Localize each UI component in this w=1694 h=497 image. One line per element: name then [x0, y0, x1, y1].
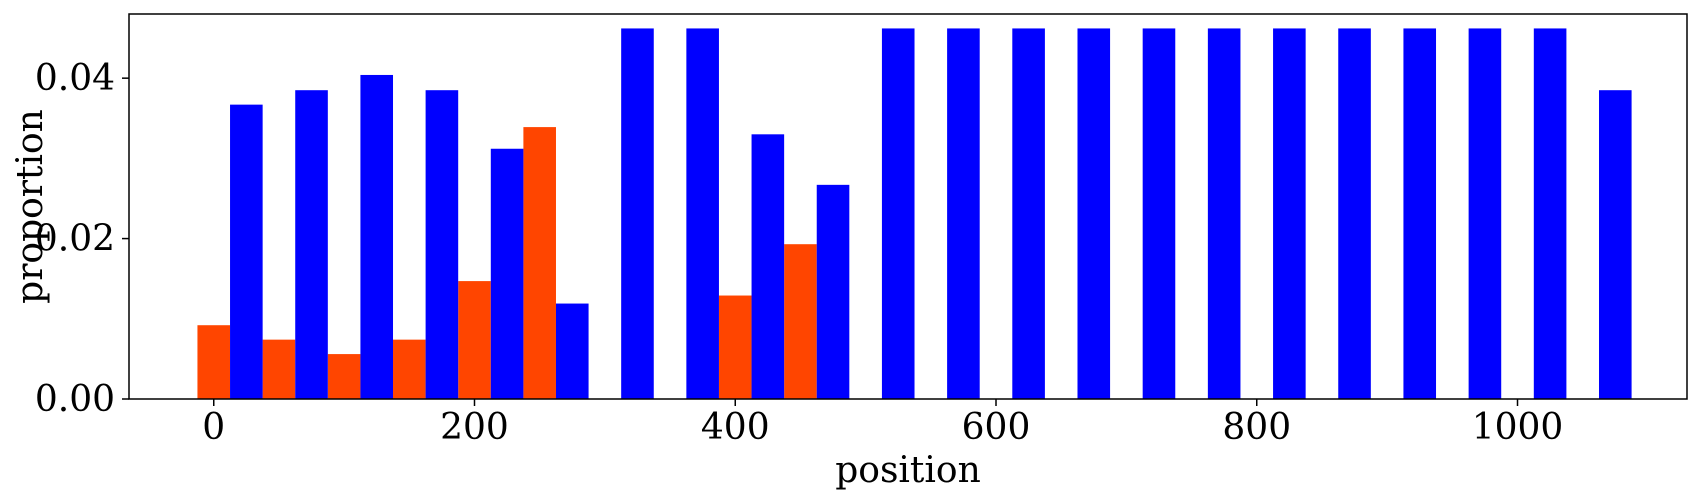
- bar-series1-7: [784, 244, 817, 399]
- x-axis-label: position: [835, 450, 981, 491]
- x-tick-label: 200: [440, 407, 509, 448]
- x-tick-label: 600: [962, 407, 1031, 448]
- plot-frame: [128, 13, 1688, 400]
- bar-series1-6: [718, 295, 752, 399]
- bars-layer: [197, 28, 1632, 400]
- bar-series2-2: [360, 74, 394, 399]
- bar-series2-14: [1142, 28, 1176, 399]
- bar-series2-13: [1077, 28, 1111, 399]
- x-tick-label: 1000: [1472, 407, 1564, 448]
- bar-series1-5: [523, 127, 556, 399]
- bar-series2-20: [1533, 28, 1567, 399]
- bar-series2-5: [555, 303, 589, 399]
- bar-series2-4: [490, 148, 524, 399]
- x-tick-label: 0: [202, 407, 225, 448]
- bar-series2-21: [1598, 90, 1632, 400]
- bar-series2-9: [816, 184, 850, 399]
- y-tick-label: 0.00: [35, 379, 115, 420]
- bar-series2-17: [1338, 28, 1371, 399]
- bar-series2-11: [947, 28, 980, 399]
- bar-series2-7: [686, 28, 719, 399]
- y-tick-label: 0.04: [35, 58, 115, 99]
- bar-series1-2: [327, 354, 361, 399]
- y-tick-label: 0.02: [35, 219, 115, 260]
- bar-series2-16: [1273, 28, 1306, 399]
- bar-series2-19: [1468, 28, 1502, 399]
- bar-series2-12: [1012, 28, 1045, 399]
- bar-series2-3: [425, 90, 459, 400]
- x-tick-label: 400: [701, 407, 770, 448]
- bar-series2-0: [230, 104, 263, 400]
- ticks-layer: 0 200 400 600 800 1000 0.00 0.02 0.04: [35, 58, 1563, 448]
- x-tick-label: 800: [1222, 407, 1291, 448]
- bar-series1-1: [262, 339, 296, 399]
- bar-series2-18: [1403, 28, 1437, 399]
- bar-series2-8: [751, 134, 785, 399]
- bar-series2-10: [881, 28, 915, 399]
- bar-series1-4: [458, 281, 491, 399]
- bar-series2-15: [1207, 28, 1241, 399]
- bar-series1-0: [197, 325, 231, 399]
- bar-series2-1: [295, 90, 328, 400]
- bar-series1-3: [393, 339, 426, 399]
- y-axis-label: proportion: [10, 109, 51, 304]
- bar-series2-6: [621, 28, 654, 399]
